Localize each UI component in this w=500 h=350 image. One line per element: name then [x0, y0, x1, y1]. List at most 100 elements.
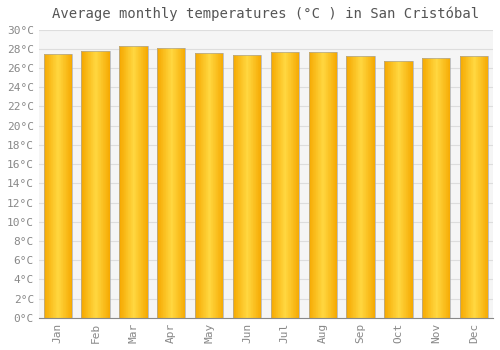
Bar	[285, 52, 286, 318]
Bar	[313, 52, 314, 318]
Bar	[208, 52, 209, 318]
Bar	[394, 61, 395, 318]
Bar	[428, 58, 429, 318]
Bar	[125, 46, 126, 318]
Bar	[214, 52, 215, 318]
Bar	[476, 56, 477, 318]
Bar	[349, 56, 350, 318]
Bar	[64, 54, 65, 318]
Bar	[411, 61, 412, 318]
Bar	[422, 58, 450, 318]
Bar	[247, 55, 248, 318]
Bar	[257, 55, 258, 318]
Bar	[258, 55, 259, 318]
Bar	[396, 61, 397, 318]
Bar	[465, 56, 466, 318]
Bar	[235, 55, 236, 318]
Bar	[390, 61, 392, 318]
Bar	[348, 56, 349, 318]
Bar	[126, 46, 127, 318]
Bar	[97, 51, 98, 318]
Bar	[195, 52, 224, 318]
Bar	[286, 52, 287, 318]
Bar	[410, 61, 411, 318]
Bar	[233, 55, 234, 318]
Bar	[438, 58, 439, 318]
Bar	[445, 58, 446, 318]
Bar	[427, 58, 428, 318]
Bar	[478, 56, 479, 318]
Bar	[234, 55, 235, 318]
Bar	[484, 56, 485, 318]
Bar	[274, 52, 275, 318]
Bar	[162, 48, 163, 318]
Bar	[444, 58, 445, 318]
Bar	[210, 52, 212, 318]
Bar	[145, 46, 146, 318]
Bar	[295, 52, 296, 318]
Bar	[487, 56, 488, 318]
Bar	[65, 54, 66, 318]
Bar	[430, 58, 432, 318]
Bar	[315, 52, 316, 318]
Bar	[129, 46, 130, 318]
Bar	[124, 46, 125, 318]
Bar	[107, 51, 108, 318]
Bar	[399, 61, 400, 318]
Bar	[98, 51, 99, 318]
Bar	[308, 52, 337, 318]
Bar	[242, 55, 244, 318]
Bar	[291, 52, 292, 318]
Bar	[270, 52, 272, 318]
Bar	[447, 58, 448, 318]
Bar	[49, 54, 50, 318]
Bar	[86, 51, 87, 318]
Bar	[280, 52, 281, 318]
Bar	[146, 46, 147, 318]
Bar	[254, 55, 255, 318]
Bar	[57, 54, 58, 318]
Bar	[392, 61, 394, 318]
Bar	[437, 58, 438, 318]
Bar	[352, 56, 353, 318]
Bar	[464, 56, 465, 318]
Bar	[123, 46, 124, 318]
Bar	[179, 48, 180, 318]
Bar	[209, 52, 210, 318]
Bar	[122, 46, 123, 318]
Bar	[157, 48, 158, 318]
Bar	[294, 52, 295, 318]
Bar	[197, 52, 198, 318]
Bar	[147, 46, 148, 318]
Bar	[138, 46, 139, 318]
Bar	[400, 61, 402, 318]
Bar	[44, 54, 72, 318]
Bar	[332, 52, 334, 318]
Bar	[387, 61, 388, 318]
Bar	[472, 56, 474, 318]
Bar	[480, 56, 481, 318]
Bar	[282, 52, 284, 318]
Bar	[336, 52, 337, 318]
Bar	[132, 46, 134, 318]
Bar	[335, 52, 336, 318]
Bar	[279, 52, 280, 318]
Bar	[277, 52, 278, 318]
Bar	[255, 55, 256, 318]
Bar	[409, 61, 410, 318]
Bar	[87, 51, 88, 318]
Bar	[290, 52, 291, 318]
Bar	[206, 52, 207, 318]
Bar	[422, 58, 423, 318]
Bar	[460, 56, 462, 318]
Bar	[67, 54, 68, 318]
Bar	[52, 54, 53, 318]
Bar	[218, 52, 219, 318]
Bar	[469, 56, 470, 318]
Bar	[368, 56, 369, 318]
Bar	[440, 58, 441, 318]
Bar	[270, 52, 299, 318]
Bar	[314, 52, 315, 318]
Bar	[163, 48, 164, 318]
Bar	[238, 55, 239, 318]
